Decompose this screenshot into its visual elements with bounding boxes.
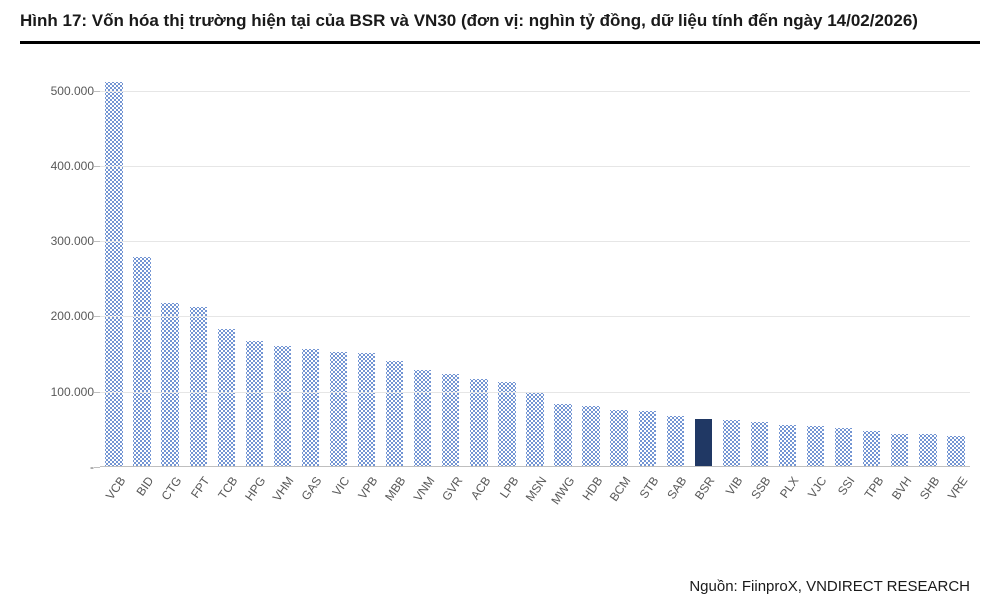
- bar-slot: [437, 72, 465, 466]
- bar-slot: [409, 72, 437, 466]
- x-axis-labels: VCBBIDCTGFPTTCBHPGVHMGASVICVPBMBBVNMGVRA…: [100, 470, 970, 520]
- y-tick-label: -: [34, 460, 94, 474]
- bar: [161, 303, 178, 466]
- bar-slot: [549, 72, 577, 466]
- y-tick-label: 400.000: [34, 159, 94, 173]
- bar-slot: [493, 72, 521, 466]
- bar: [274, 346, 291, 466]
- y-tick-mark: [94, 316, 100, 317]
- bar: [863, 431, 880, 466]
- bar: [639, 411, 656, 466]
- bar: [414, 370, 431, 466]
- gridline: [100, 316, 970, 317]
- y-tick-label: 300.000: [34, 234, 94, 248]
- x-label-slot: VRE: [942, 470, 970, 520]
- gridline: [100, 166, 970, 167]
- bar: [891, 434, 908, 466]
- title-rule: [20, 41, 980, 44]
- bar-slot: [577, 72, 605, 466]
- bar: [246, 341, 263, 466]
- bar-slot: [605, 72, 633, 466]
- bar-slot: [689, 72, 717, 466]
- bar-slot: [156, 72, 184, 466]
- bar: [554, 404, 571, 466]
- plot-region: [100, 72, 970, 467]
- bar-slot: [774, 72, 802, 466]
- chart-title: Hình 17: Vốn hóa thị trường hiện tại của…: [20, 10, 980, 33]
- bar-slot: [745, 72, 773, 466]
- bar-slot: [353, 72, 381, 466]
- bar: [105, 82, 122, 466]
- bar: [582, 406, 599, 466]
- bar-slot: [633, 72, 661, 466]
- bar-slot: [858, 72, 886, 466]
- bar: [919, 434, 936, 466]
- bar: [442, 374, 459, 466]
- bar: [498, 382, 515, 466]
- bar-slot: [212, 72, 240, 466]
- bar: [302, 349, 319, 466]
- bar-slot: [240, 72, 268, 466]
- bar-slot: [717, 72, 745, 466]
- bar: [667, 416, 684, 466]
- y-tick-mark: [94, 392, 100, 393]
- bar-slot: [100, 72, 128, 466]
- bar: [835, 428, 852, 466]
- bar-slot: [296, 72, 324, 466]
- y-tick-label: 200.000: [34, 309, 94, 323]
- bar-slot: [465, 72, 493, 466]
- bar-slot: [830, 72, 858, 466]
- bar: [386, 361, 403, 466]
- bar-slot: [268, 72, 296, 466]
- bars-container: [100, 72, 970, 466]
- bar-slot: [942, 72, 970, 466]
- bar: [947, 436, 964, 466]
- y-tick-mark: [94, 166, 100, 167]
- y-tick-mark: [94, 467, 100, 468]
- bar-slot: [802, 72, 830, 466]
- y-tick-label: 100.000: [34, 385, 94, 399]
- bar-slot: [184, 72, 212, 466]
- bar-highlight: [695, 419, 712, 466]
- bar: [610, 410, 627, 466]
- chart-source: Nguồn: FiinproX, VNDIRECT RESEARCH: [689, 578, 970, 595]
- bar-slot: [381, 72, 409, 466]
- bar-slot: [521, 72, 549, 466]
- chart-area: VCBBIDCTGFPTTCBHPGVHMGASVICVPBMBBVNMGVRA…: [30, 72, 980, 517]
- gridline: [100, 241, 970, 242]
- bar: [218, 329, 235, 466]
- bar-slot: [128, 72, 156, 466]
- bar: [133, 257, 150, 466]
- bar: [526, 393, 543, 466]
- bar: [723, 420, 740, 466]
- bar-slot: [886, 72, 914, 466]
- gridline: [100, 392, 970, 393]
- bar-slot: [325, 72, 353, 466]
- bar: [779, 425, 796, 466]
- bar: [807, 426, 824, 466]
- bar: [330, 352, 347, 466]
- bar-slot: [914, 72, 942, 466]
- bar: [751, 422, 768, 466]
- bar-slot: [661, 72, 689, 466]
- y-tick-mark: [94, 241, 100, 242]
- gridline: [100, 91, 970, 92]
- y-tick-label: 500.000: [34, 84, 94, 98]
- y-tick-mark: [94, 91, 100, 92]
- bar: [190, 307, 207, 466]
- bar: [358, 353, 375, 466]
